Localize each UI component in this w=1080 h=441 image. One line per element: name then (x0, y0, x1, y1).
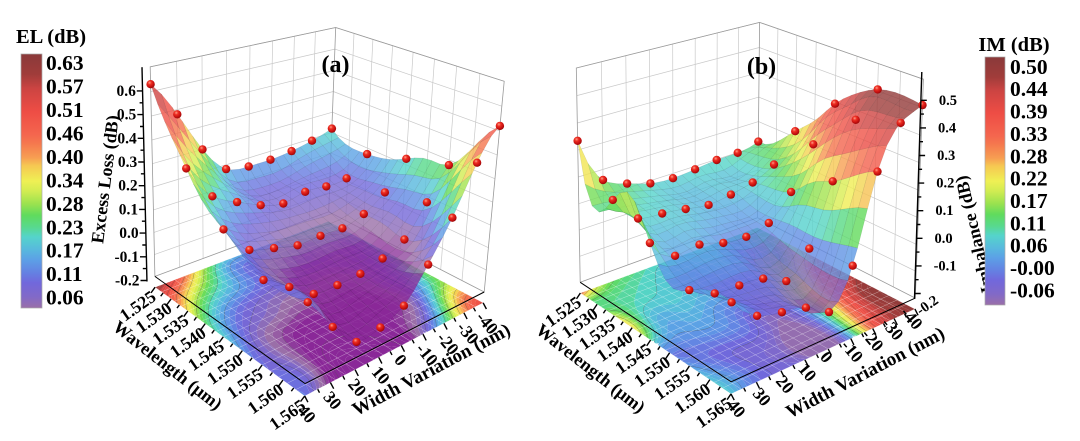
svg-text:0.11: 0.11 (1010, 211, 1046, 235)
svg-text:(a): (a) (322, 52, 350, 78)
svg-text:0.28: 0.28 (1010, 144, 1048, 168)
svg-text:0.2: 0.2 (936, 176, 954, 192)
svg-text:0.57: 0.57 (46, 75, 84, 99)
svg-text:-0.06: -0.06 (1010, 278, 1055, 302)
svg-text:0.17: 0.17 (1010, 189, 1048, 213)
svg-text:0.22: 0.22 (1010, 167, 1048, 191)
svg-text:0.4: 0.4 (938, 120, 956, 136)
svg-text:0.4: 0.4 (117, 130, 137, 147)
svg-text:0.51: 0.51 (46, 98, 84, 122)
svg-text:0.0: 0.0 (119, 225, 139, 242)
svg-text:0.06: 0.06 (46, 286, 84, 310)
svg-text:(b): (b) (747, 54, 776, 80)
svg-text:0.11: 0.11 (46, 262, 82, 286)
svg-text:0.50: 0.50 (1010, 55, 1048, 79)
svg-text:-0.00: -0.00 (1010, 256, 1055, 280)
svg-text:0.46: 0.46 (46, 122, 84, 146)
svg-text:0.33: 0.33 (1010, 122, 1048, 146)
svg-text:0.1: 0.1 (935, 203, 953, 219)
svg-text:0.34: 0.34 (46, 168, 84, 192)
svg-text:0.28: 0.28 (46, 192, 84, 216)
svg-text:0.44: 0.44 (1010, 77, 1048, 101)
svg-text:-0.1: -0.1 (934, 258, 957, 274)
svg-text:0.6: 0.6 (116, 83, 136, 100)
svg-text:IM (dB): IM (dB) (978, 34, 1049, 56)
svg-text:0.1: 0.1 (119, 201, 138, 218)
svg-text:0.06: 0.06 (1010, 234, 1048, 258)
svg-text:0.2: 0.2 (118, 178, 138, 195)
svg-text:EL (dB): EL (dB) (16, 26, 86, 48)
svg-text:0.23: 0.23 (46, 215, 84, 239)
svg-text:0.40: 0.40 (46, 145, 84, 169)
svg-text:0.3: 0.3 (937, 148, 955, 164)
svg-text:0.17: 0.17 (46, 239, 84, 263)
svg-text:0.5: 0.5 (117, 107, 137, 124)
svg-text:0.0: 0.0 (934, 231, 952, 247)
svg-text:-0.2: -0.2 (115, 273, 140, 290)
svg-text:0.3: 0.3 (118, 154, 138, 171)
svg-text:0.39: 0.39 (1010, 100, 1048, 124)
svg-text:-0.1: -0.1 (114, 249, 139, 266)
svg-text:0.63: 0.63 (46, 51, 84, 75)
svg-text:0.5: 0.5 (939, 93, 957, 109)
